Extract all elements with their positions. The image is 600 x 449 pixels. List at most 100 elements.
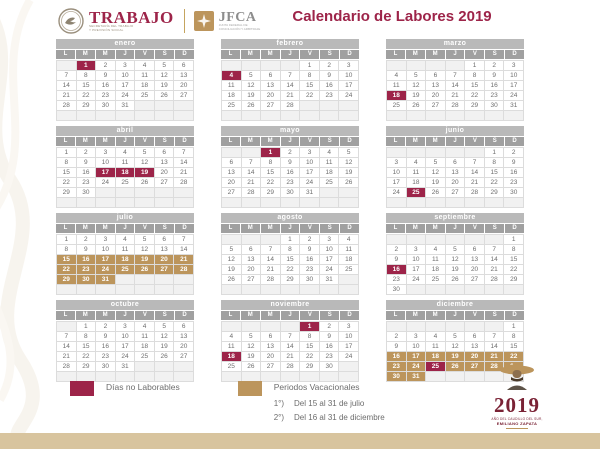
- day-cell: 1: [261, 148, 281, 158]
- day-grid: 1 2 3 4 5 6 7 8 9 10 11 12 13 14 15 16 17 18 19 20 21 22 23 24 2…: [386, 321, 524, 382]
- month-title: noviembre: [221, 300, 359, 310]
- month-title: diciembre: [386, 300, 524, 310]
- day-cell: 13: [445, 168, 466, 178]
- weekday-cell: J: [280, 311, 300, 320]
- vacation-period-1-num: 1°): [273, 399, 285, 408]
- weekday-cell: D: [505, 311, 524, 320]
- day-cell: 13: [241, 255, 262, 265]
- day-cell: [280, 285, 301, 295]
- day-cell: 24: [300, 178, 320, 188]
- day-cell: 6: [261, 332, 281, 342]
- day-cell: 29: [300, 362, 320, 372]
- day-cell: 8: [57, 245, 77, 255]
- day-cell: [387, 148, 407, 158]
- weekday-cell: L: [56, 224, 75, 233]
- day-cell: 24: [406, 275, 427, 285]
- weekday-cell: J: [280, 50, 300, 59]
- day-cell: 25: [426, 362, 446, 372]
- day-cell: [154, 362, 175, 372]
- day-cell: 24: [319, 265, 340, 275]
- day-cell: [135, 275, 155, 285]
- day-cell: 3: [115, 61, 136, 71]
- day-cell: 2: [96, 322, 116, 332]
- day-cell: 30: [387, 285, 407, 295]
- day-cell: 13: [261, 81, 281, 91]
- day-cell: [300, 101, 320, 111]
- weekday-cell: V: [465, 311, 485, 320]
- weekday-cell: V: [135, 50, 155, 59]
- weekday-cell: M: [75, 224, 95, 233]
- day-cell: [465, 372, 485, 382]
- weekday-cell: L: [386, 50, 405, 59]
- day-cell: 12: [222, 255, 242, 265]
- jfca-emblem-icon: [193, 11, 214, 31]
- month-abril: abril L M M J V S D 1 2 3 4 5 6 7 8 9 10 11 12 13 14 15 16 17 18 1…: [56, 126, 194, 208]
- day-cell: 7: [174, 235, 194, 245]
- day-cell: [115, 275, 136, 285]
- day-cell: 5: [426, 158, 446, 168]
- weekday-cell: V: [300, 137, 320, 146]
- day-cell: 11: [387, 81, 407, 91]
- day-cell: 15: [76, 81, 97, 91]
- weekday-cell: M: [425, 137, 445, 146]
- day-cell: 9: [280, 158, 301, 168]
- day-cell: 10: [96, 245, 116, 255]
- day-cell: 29: [280, 275, 301, 285]
- day-cell: 20: [445, 178, 466, 188]
- day-cell: [445, 111, 466, 121]
- day-cell: 27: [261, 101, 281, 111]
- day-cell: 2: [280, 148, 301, 158]
- legend-no-laborables: Días no Laborables: [70, 380, 180, 425]
- day-cell: 31: [406, 372, 427, 382]
- day-cell: [445, 285, 466, 295]
- day-cell: 16: [96, 342, 116, 352]
- day-cell: 21: [261, 265, 281, 275]
- day-cell: 6: [445, 158, 466, 168]
- day-cell: 25: [115, 265, 136, 275]
- day-cell: [387, 198, 407, 208]
- day-cell: 18: [135, 342, 155, 352]
- weekday-cell: M: [425, 311, 445, 320]
- day-cell: [280, 322, 301, 332]
- day-cell: 19: [154, 342, 175, 352]
- day-cell: [174, 275, 194, 285]
- day-cell: [222, 111, 242, 121]
- day-cell: 20: [154, 168, 175, 178]
- day-cell: 25: [115, 178, 136, 188]
- day-cell: [174, 198, 194, 208]
- day-cell: [115, 188, 136, 198]
- day-cell: 10: [96, 158, 116, 168]
- day-cell: 7: [465, 158, 485, 168]
- day-cell: 6: [154, 235, 175, 245]
- day-cell: 16: [484, 81, 505, 91]
- day-cell: 3: [319, 235, 340, 245]
- day-cell: [96, 198, 116, 208]
- day-cell: 20: [465, 352, 485, 362]
- day-cell: [241, 235, 262, 245]
- day-cell: 1: [504, 235, 524, 245]
- day-cell: 13: [222, 168, 242, 178]
- day-cell: [300, 111, 320, 121]
- vacation-period-2: 2°) Del 16 al 31 de diciembre: [274, 411, 385, 425]
- day-cell: [222, 148, 242, 158]
- page-title: Calendario de Labores 2019: [292, 8, 492, 25]
- day-cell: 10: [300, 158, 320, 168]
- day-cell: [135, 111, 155, 121]
- day-cell: 11: [426, 342, 446, 352]
- day-cell: 30: [484, 101, 505, 111]
- day-cell: 8: [504, 332, 524, 342]
- day-cell: 25: [319, 178, 340, 188]
- day-cell: 30: [96, 362, 116, 372]
- day-cell: 1: [76, 61, 97, 71]
- day-cell: 16: [387, 352, 407, 362]
- day-cell: 26: [445, 275, 466, 285]
- day-cell: [57, 322, 77, 332]
- day-cell: 3: [504, 61, 524, 71]
- day-cell: 19: [222, 265, 242, 275]
- legend: Días no Laborables Periodos Vacacionales…: [70, 380, 385, 425]
- day-cell: [319, 111, 340, 121]
- day-cell: [96, 285, 116, 295]
